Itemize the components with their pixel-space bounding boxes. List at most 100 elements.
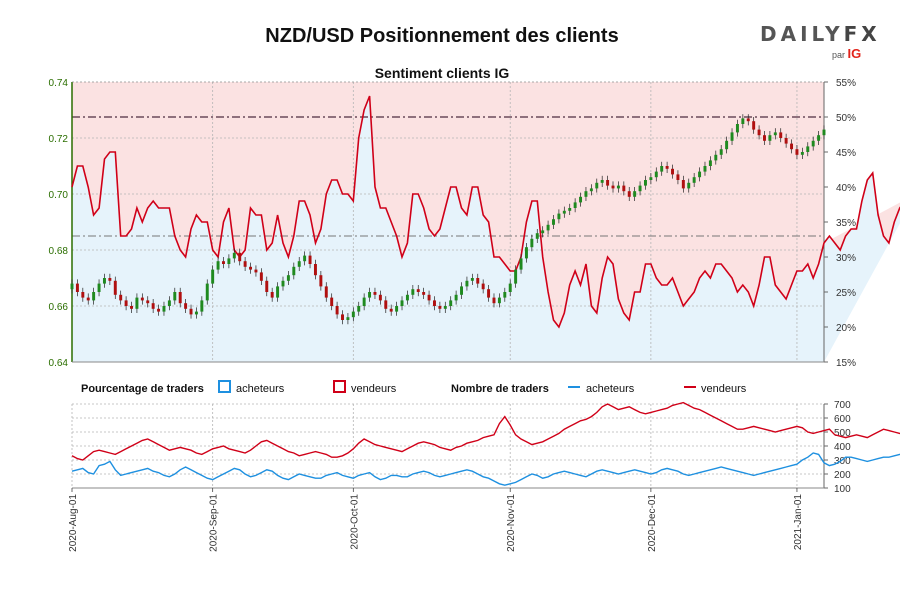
candle-body [200, 300, 204, 312]
candle-body [368, 292, 372, 298]
candle-body [108, 278, 112, 281]
candle [297, 257, 301, 271]
dailyfx-logo: DAILYFX par IG [760, 22, 877, 62]
candle [514, 265, 518, 288]
candle [730, 128, 734, 145]
candle-body [189, 308, 193, 315]
candle-body [411, 289, 415, 295]
candle [654, 167, 658, 182]
candle-body [687, 182, 691, 189]
candle-body [86, 297, 90, 301]
candle [535, 229, 539, 243]
candle-body [194, 311, 198, 315]
candle-body [319, 275, 323, 287]
candle-body [806, 146, 810, 152]
candle-body [427, 294, 431, 301]
candle [649, 173, 653, 185]
candle-body [552, 219, 555, 225]
candle-body [211, 269, 215, 284]
candle-body [487, 289, 491, 298]
candle-body [330, 297, 334, 306]
candle [368, 287, 372, 302]
candle [108, 273, 112, 285]
candle-body [497, 297, 501, 304]
candle [400, 296, 404, 311]
candle [676, 170, 680, 185]
candle [124, 296, 128, 311]
candle-body [757, 129, 761, 136]
candle [692, 173, 696, 187]
candle-body [75, 283, 79, 292]
candle [259, 268, 263, 285]
candle [216, 257, 220, 274]
candle-body [611, 185, 615, 189]
candle-body [454, 294, 458, 301]
candle [303, 251, 307, 266]
candle-body [378, 294, 382, 301]
candle-body [384, 300, 388, 309]
logo-ig-text: IG [847, 46, 862, 61]
candle [595, 178, 599, 193]
candle [97, 279, 101, 297]
candle [557, 209, 561, 224]
candle [178, 287, 182, 308]
candle [487, 285, 491, 302]
candle [784, 133, 788, 148]
candle [81, 287, 85, 302]
candle-body [730, 132, 734, 141]
candle [357, 301, 361, 316]
candle-body [800, 152, 804, 155]
candle-body [568, 208, 572, 211]
candle [773, 128, 777, 140]
candle [703, 161, 707, 176]
candle [341, 310, 344, 325]
candle [416, 285, 420, 297]
candle [162, 301, 166, 316]
candle-body [627, 191, 631, 197]
candle-body [779, 132, 783, 138]
candle-body [708, 160, 712, 166]
candle-body [698, 171, 702, 178]
candle-body [638, 185, 642, 192]
candle [817, 131, 821, 145]
lower-panel: 700 600 500 400 300 200 100 [71, 400, 900, 495]
series-line-buyers [71, 452, 900, 486]
candle [92, 287, 96, 305]
candle [497, 293, 501, 308]
candle [800, 147, 804, 159]
candle-body [173, 292, 177, 301]
candle [719, 145, 723, 159]
candle [481, 279, 485, 294]
candle-body [514, 269, 518, 284]
candle-body [763, 135, 766, 141]
candle [524, 243, 528, 263]
candle-body [373, 292, 377, 295]
candle [519, 254, 523, 274]
candle-body [725, 140, 729, 150]
candle [281, 276, 285, 291]
y-tick-label: 0.72 [49, 134, 69, 145]
candle-body [519, 258, 523, 270]
candle [373, 287, 377, 299]
candle-body [795, 149, 799, 155]
candle [70, 279, 74, 294]
candle-body [460, 286, 464, 295]
candle-body [167, 300, 171, 306]
candle [405, 290, 409, 305]
candle-body [622, 185, 626, 192]
y2-tick-label: 30% [836, 253, 856, 264]
candle [638, 181, 642, 196]
candle-body [573, 202, 577, 208]
candle-body [405, 294, 409, 301]
candle [389, 304, 393, 316]
candle [606, 175, 610, 190]
candle-body [351, 311, 355, 318]
candle [573, 198, 577, 213]
candle [292, 262, 296, 280]
candle-body [162, 306, 166, 312]
candle [130, 301, 133, 313]
candle-body [265, 280, 269, 292]
candle-body [292, 266, 296, 276]
candle-body [579, 196, 583, 203]
candle [211, 265, 215, 288]
